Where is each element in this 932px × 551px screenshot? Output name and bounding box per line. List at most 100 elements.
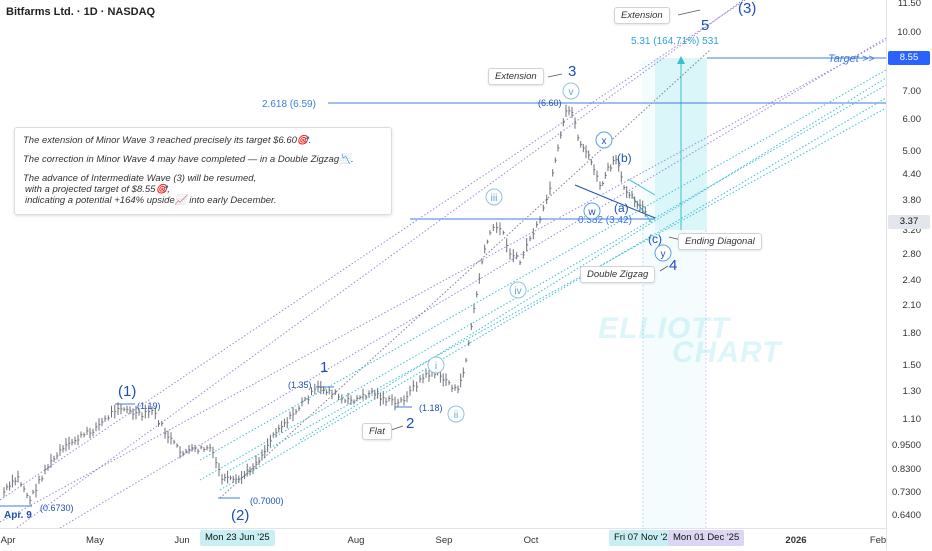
tag-double-zigzag[interactable]: Double Zigzag xyxy=(580,266,656,283)
tag-extension-mid[interactable]: Extension xyxy=(488,68,544,85)
note-line: The extension of Minor Wave 3 reached pr… xyxy=(23,135,312,146)
measure-label: 5.31 (164.71%) 531 xyxy=(631,36,719,47)
pointer-double-zigzag xyxy=(659,265,669,272)
price-label-minor1: (1.35) xyxy=(288,380,312,390)
channel-line xyxy=(0,39,886,523)
tag-ending-diagonal[interactable]: Ending Diagonal xyxy=(678,233,762,250)
svg-text:v: v xyxy=(569,87,574,98)
wave-label-a: (a) xyxy=(614,201,629,215)
time-axis[interactable]: Apr May Jun Aug Sep Oct 2026 Feb xyxy=(0,528,886,551)
price-label-wave1: (1.19) xyxy=(137,401,161,411)
measure-arrowhead xyxy=(677,56,685,64)
price-tick: 7.00 xyxy=(902,86,922,97)
wave-label-b: (b) xyxy=(617,151,632,165)
price-tick: 10.00 xyxy=(897,27,921,38)
pointer-extension-top xyxy=(677,9,701,16)
time-tick: Oct xyxy=(523,535,539,546)
candles xyxy=(3,104,647,505)
wave-label-c: (c) xyxy=(648,232,662,246)
chart-title: Bitfarms Ltd. · 1D · NASDAQ xyxy=(6,6,156,18)
note-line: The correction in Minor Wave 4 may have … xyxy=(23,154,354,165)
svg-text:w: w xyxy=(587,207,596,218)
price-label-3: (6.60) xyxy=(538,98,562,108)
note-line: with a projected target of $8.55🎯, xyxy=(25,184,170,195)
wave-circle-iii: iii xyxy=(485,188,503,206)
channel-line xyxy=(15,0,744,528)
date-flag-start: Mon 23 Jun '25 xyxy=(200,530,275,546)
svg-text:ii: ii xyxy=(454,410,458,421)
purple-channel xyxy=(0,0,886,528)
price-chart[interactable]: (3) 5 5.31 (164.71%) 531 Target >> 3 2.6… xyxy=(0,0,886,528)
target-label: Target >> xyxy=(828,53,875,65)
price-tick: 3.80 xyxy=(902,195,922,206)
wave-circle-x: x xyxy=(595,131,613,149)
price-tick: 2.80 xyxy=(902,249,922,260)
watermark-elliott: ELLIOTT xyxy=(598,312,730,345)
date-flag-end: Mon 01 Dec '25 xyxy=(668,530,745,546)
price-tick: 1.10 xyxy=(902,414,922,425)
price-label-minor2: (1.18) xyxy=(419,403,443,413)
svg-text:iii: iii xyxy=(491,193,498,204)
ending-diagonal-lower xyxy=(631,195,653,224)
price-label-low: (0.6730) xyxy=(40,503,74,513)
time-tick: 2026 xyxy=(785,535,807,546)
wave-circle-ii: ii xyxy=(447,405,465,423)
date-label-apr9: Apr. 9 xyxy=(4,510,32,521)
fib-0382-label: 0.382 (3.42) xyxy=(578,215,632,226)
wave-label-minor-3: 3 xyxy=(568,63,576,80)
price-flag-target: 8.55 xyxy=(888,51,930,65)
price-tick: 2.10 xyxy=(902,300,922,311)
wave-label-minor-1: 1 xyxy=(320,359,328,376)
channel-line xyxy=(229,107,886,471)
svg-text:i: i xyxy=(435,361,437,372)
channel-line xyxy=(219,97,886,491)
price-tick: 3.20 xyxy=(902,225,922,236)
svg-text:y: y xyxy=(661,249,666,260)
time-tick: Sep xyxy=(435,535,453,546)
time-tick: May xyxy=(86,535,104,546)
tag-flat[interactable]: Flat xyxy=(362,423,392,440)
price-tick: 4.40 xyxy=(902,169,922,180)
time-tick: Aug xyxy=(347,535,365,546)
channel-line xyxy=(299,77,886,441)
pointer-extension-mid xyxy=(547,73,563,78)
price-tick: 5.00 xyxy=(902,146,922,157)
svg-text:iv: iv xyxy=(514,286,521,297)
wave-label-intermediate-2: (2) xyxy=(231,507,249,524)
price-tick: 0.6400 xyxy=(891,510,921,521)
tag-extension-top[interactable]: Extension xyxy=(614,7,670,24)
wave-circle-v: v xyxy=(562,82,580,100)
wave-circle-w: w xyxy=(583,202,601,220)
analysis-notes: The extension of Minor Wave 3 reached pr… xyxy=(14,127,392,215)
wave-circle-iv: iv xyxy=(509,281,527,299)
price-tick: 0.7300 xyxy=(891,487,921,498)
price-flag-last: 3.37 xyxy=(888,215,930,229)
channel-line xyxy=(219,49,711,499)
time-tick: Feb xyxy=(869,535,887,546)
wave-circle-i: i xyxy=(427,356,445,374)
price-tick: 2.40 xyxy=(902,275,922,286)
date-flag-mid: Fri 07 Nov '25 xyxy=(609,530,678,546)
wave-label-minor-2: 2 xyxy=(406,415,414,432)
ending-diagonal-top xyxy=(627,178,656,196)
pointer-flat xyxy=(390,425,404,431)
wave-label-intermediate-1: (1) xyxy=(118,383,136,400)
price-tick: 1.80 xyxy=(902,328,922,339)
price-tick: 11.50 xyxy=(897,0,921,9)
fib-2618-label: 2.618 (6.59) xyxy=(262,99,316,110)
price-axis[interactable]: 11.50 10.00 7.00 6.00 5.00 4.40 3.80 3.2… xyxy=(886,0,932,550)
channel-line xyxy=(59,37,886,528)
wave-label-minor-5: 5 xyxy=(701,17,709,34)
wave-label-intermediate-3: (3) xyxy=(738,0,756,17)
watermark-chart: CHART xyxy=(672,336,782,369)
price-tick: 6.00 xyxy=(902,114,922,125)
teal-channel xyxy=(199,69,886,491)
price-label-wave2: (0.7000) xyxy=(250,496,284,506)
wave-label-minor-4: 4 xyxy=(669,257,677,274)
price-tick: 0.9500 xyxy=(891,440,921,451)
note-line: The advance of Intermediate Wave (3) wil… xyxy=(23,173,257,184)
wave-circle-y: y xyxy=(654,244,672,262)
chart-background xyxy=(0,0,886,528)
price-tick: 0.8300 xyxy=(891,464,921,475)
